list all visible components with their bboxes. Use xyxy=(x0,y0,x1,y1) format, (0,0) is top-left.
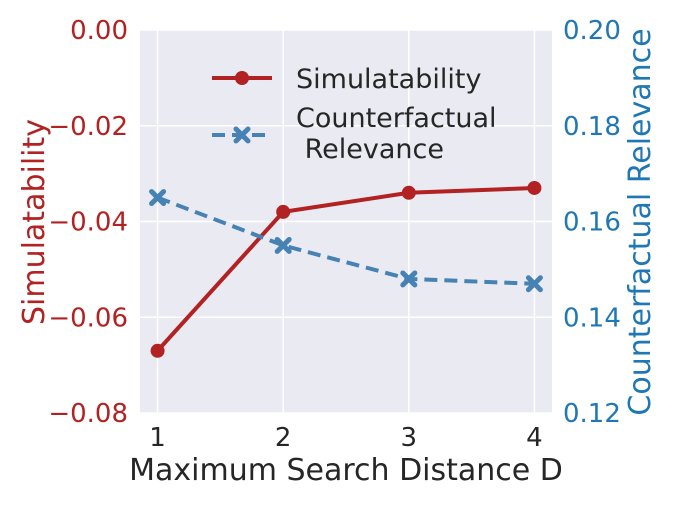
data-point-simulatability xyxy=(527,180,542,195)
data-point-simulatability xyxy=(150,343,165,358)
right-tick-label: 0.12 xyxy=(563,399,621,429)
legend-label-counterfactual-relevance-line1: Counterfactual xyxy=(296,103,497,134)
legend: Simulatability Counterfactual Relevance xyxy=(212,64,497,165)
legend-marker-simulatability xyxy=(235,71,249,85)
left-tick-label: −0.06 xyxy=(48,303,128,333)
left-tick-label: −0.02 xyxy=(48,112,128,142)
right-tick-label: 0.20 xyxy=(563,16,621,46)
series-line-simulatability xyxy=(156,185,535,353)
grid-lines xyxy=(140,29,552,414)
left-axis-label: Simulatability xyxy=(17,119,52,325)
right-tick-label: 0.14 xyxy=(563,303,621,333)
legend-marker-counterfactual-relevance xyxy=(233,126,251,144)
x-axis-label: Maximum Search Distance D xyxy=(129,453,563,488)
right-tick-label: 0.18 xyxy=(563,112,621,142)
left-tick-label: −0.08 xyxy=(48,399,128,429)
x-tick-label: 3 xyxy=(401,423,418,453)
left-tick-label: 0.00 xyxy=(70,16,128,46)
series-line-counterfactual-relevance xyxy=(156,195,535,286)
right-tick-label: 0.16 xyxy=(563,208,621,238)
right-axis-ticks: 0.20 0.18 0.16 0.14 0.12 xyxy=(563,16,621,429)
x-tick-label: 4 xyxy=(526,423,543,453)
legend-label-simulatability: Simulatability xyxy=(296,64,481,95)
left-tick-label: −0.04 xyxy=(48,208,128,238)
series-group xyxy=(149,180,543,358)
data-point-simulatability xyxy=(401,185,416,200)
data-point-counterfactual-relevance xyxy=(149,189,167,207)
data-point-counterfactual-relevance xyxy=(274,236,292,254)
right-axis-label: Counterfactual Relevance xyxy=(623,28,658,415)
data-point-counterfactual-relevance xyxy=(525,275,543,293)
x-tick-label: 1 xyxy=(149,423,166,453)
x-axis-ticks: 1 2 3 4 xyxy=(149,423,542,453)
legend-label-counterfactual-relevance-line2: Relevance xyxy=(296,134,444,165)
x-tick-label: 2 xyxy=(275,423,292,453)
left-axis-ticks: 0.00 −0.02 −0.04 −0.06 −0.08 xyxy=(48,16,128,429)
data-point-counterfactual-relevance xyxy=(400,270,418,288)
data-point-simulatability xyxy=(276,204,291,219)
